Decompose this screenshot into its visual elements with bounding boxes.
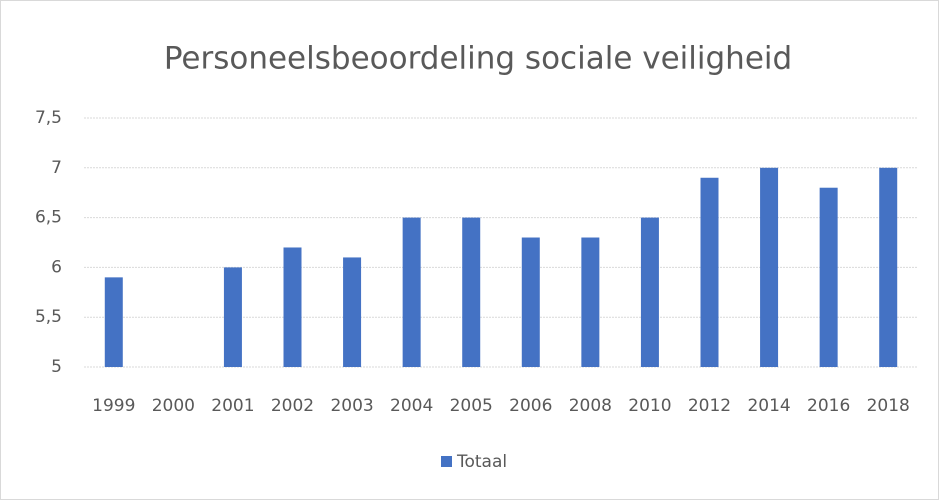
x-tick-label: 2018 — [867, 396, 910, 416]
bar — [521, 237, 540, 367]
bar — [581, 237, 600, 367]
x-tick-label: 2006 — [509, 396, 552, 416]
bar — [462, 217, 481, 367]
bar — [223, 267, 242, 367]
y-tick-label: 7 — [51, 158, 62, 178]
bar — [700, 177, 719, 367]
x-tick-label: 2008 — [569, 396, 612, 416]
y-tick-label: 6,5 — [35, 208, 62, 228]
legend-swatch — [441, 456, 452, 467]
x-tick-label: 2016 — [807, 396, 850, 416]
x-tick-label: 2014 — [747, 396, 790, 416]
bar — [819, 187, 838, 367]
chart-title: Personeelsbeoordeling sociale veiligheid — [164, 41, 792, 77]
x-tick-label: 2002 — [271, 396, 314, 416]
x-tick-label: 2004 — [390, 396, 433, 416]
y-tick-label: 7,5 — [35, 108, 62, 128]
bar — [283, 247, 302, 367]
bar — [343, 257, 362, 367]
x-tick-label: 2005 — [450, 396, 493, 416]
bar — [879, 167, 898, 367]
legend-label: Totaal — [456, 452, 507, 472]
x-tick-label: 1999 — [92, 396, 135, 416]
x-tick-label: 2003 — [330, 396, 373, 416]
y-tick-label: 6 — [51, 257, 62, 277]
x-tick-label: 2010 — [628, 396, 671, 416]
bar — [104, 277, 123, 367]
x-tick-label: 2012 — [688, 396, 731, 416]
bar — [640, 217, 659, 367]
y-tick-label: 5,5 — [35, 307, 62, 327]
y-tick-label: 5 — [51, 357, 62, 377]
x-tick-label: 2000 — [152, 396, 195, 416]
bar — [402, 217, 421, 367]
bar — [760, 167, 779, 367]
x-tick-label: 2001 — [211, 396, 254, 416]
